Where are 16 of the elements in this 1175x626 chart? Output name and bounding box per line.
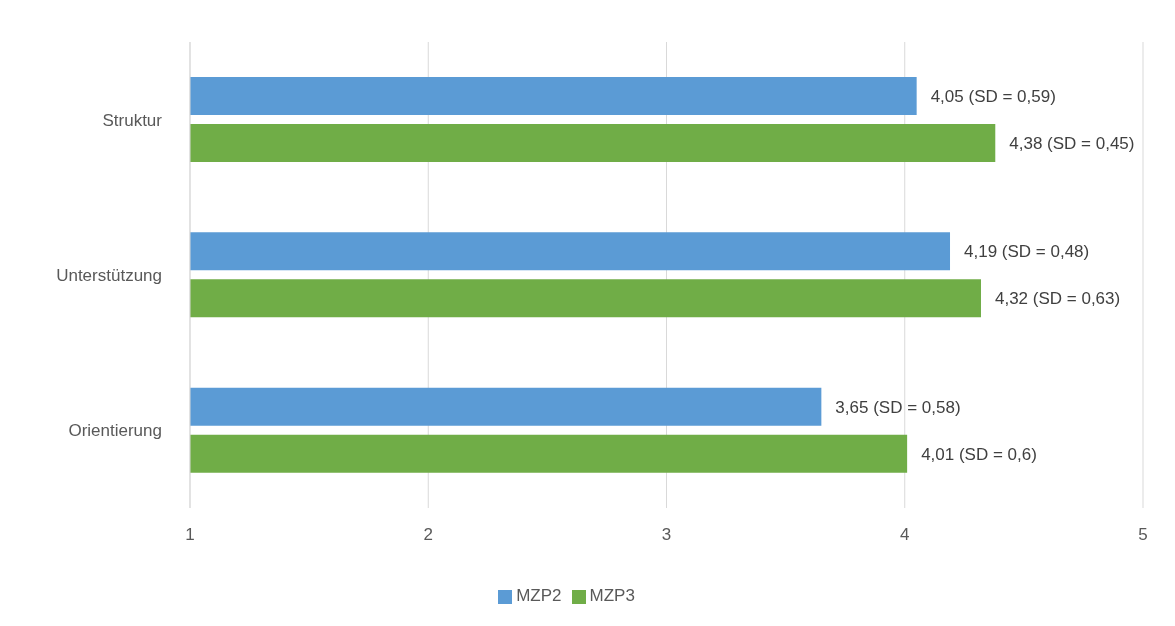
data-label: 4,05 (SD = 0,59) xyxy=(930,86,1056,106)
x-tick-label: 5 xyxy=(1138,525,1148,545)
data-label: 4,32 (SD = 0,63) xyxy=(994,289,1121,309)
x-tick-label: 1 xyxy=(185,525,195,545)
y-tick-label: Unterstützung xyxy=(56,266,162,286)
x-tick-label: 4 xyxy=(900,525,910,545)
data-label: 4,01 (SD = 0,6) xyxy=(921,444,1037,464)
legend-label: MZP3 xyxy=(589,586,635,605)
x-tick-label: 2 xyxy=(423,525,433,545)
y-tick-label: Struktur xyxy=(102,110,163,130)
x-tick-label: 3 xyxy=(661,525,672,545)
data-label: 4,38 (SD = 0,45) xyxy=(1009,133,1135,153)
legend-label: MZP2 xyxy=(516,586,562,605)
y-tick-label: Orientierung xyxy=(68,421,162,441)
data-label: 3,65 (SD = 0,58) xyxy=(835,397,961,417)
data-label: 4,19 (SD = 0,48) xyxy=(964,242,1090,262)
